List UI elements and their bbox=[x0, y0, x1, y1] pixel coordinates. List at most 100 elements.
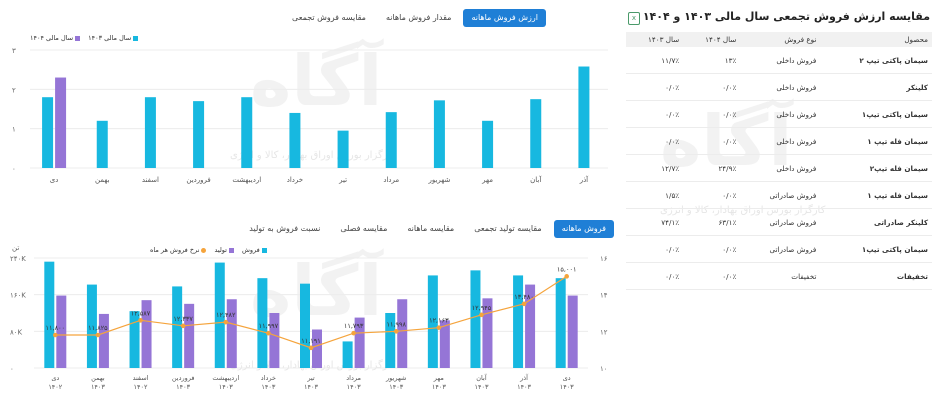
tab-monthly-comparison[interactable]: مقایسه ماهانه bbox=[399, 220, 462, 238]
tab-monthly-sales[interactable]: فروش ماهانه bbox=[554, 220, 614, 238]
table-row: کلینکر صادراتی فروش صادراتی ۶۳/۱٪ ۷۴/۱٪ bbox=[626, 209, 932, 236]
table-row: تخفیفات تخفیفات ۰/۰٪ ۰/۰٪ bbox=[626, 263, 932, 290]
x-tick-label-month: بهمن bbox=[91, 374, 105, 382]
rate-point bbox=[522, 302, 527, 307]
bar-1403 bbox=[338, 131, 349, 168]
table-cell: سیمان فله تیپ۲ bbox=[820, 155, 932, 182]
table-cell: ۰/۰٪ bbox=[683, 236, 740, 263]
x-tick-label: آبان bbox=[530, 175, 542, 184]
table-cell: ۰/۰٪ bbox=[626, 101, 683, 128]
monthly-sales-value-chart: ۰۱۲۳دی بهمن اسفند فروردین اردیبهشت خرداد تیر مر… bbox=[8, 40, 618, 190]
x-tick-label: شهریور bbox=[427, 176, 450, 184]
rate-point bbox=[138, 318, 143, 323]
table-cell: ۰/۰٪ bbox=[626, 263, 683, 290]
tab-monthly-sales-value[interactable]: ارزش فروش ماهانه bbox=[463, 9, 546, 27]
table-row: سیمان فله تیپ ۱ فروش صادراتی ۰/۰٪ ۱/۵٪ bbox=[626, 182, 932, 209]
tab-seasonal-comparison[interactable]: مقایسه فصلی bbox=[332, 220, 395, 238]
x-tick-label-month: تیر bbox=[306, 374, 315, 382]
rate-data-label: ۱۵,۰۰۱ bbox=[557, 265, 577, 273]
bar-1403 bbox=[145, 97, 156, 168]
table-cell: سیمان پاکتی تیپ۱ bbox=[820, 236, 932, 263]
table-cell: فروش داخلی bbox=[740, 128, 820, 155]
bottom-chart-tabs: نسبت فروش به تولید مقایسه فصلی مقایسه ما… bbox=[241, 220, 614, 238]
x-tick-label-year: ۱۴۰۲ bbox=[48, 383, 62, 391]
x-tick-label-year: ۱۴۰۳ bbox=[176, 383, 190, 391]
x-tick-label-month: خرداد bbox=[261, 374, 276, 382]
table-cell: سیمان پاکتی تیپ۱ bbox=[820, 101, 932, 128]
rate-point bbox=[96, 333, 101, 338]
bar-sales bbox=[556, 278, 566, 368]
x-tick-label-month: دی bbox=[51, 374, 59, 382]
rate-data-label: ۱۳,۴۸۰ bbox=[514, 293, 534, 301]
bar-sales bbox=[44, 262, 54, 368]
rate-data-label: ۱۱,۸۰۰ bbox=[46, 324, 66, 332]
tab-cumulative-production-comparison[interactable]: مقایسه تولید تجمعی bbox=[466, 220, 549, 238]
table-cell: ۰/۰٪ bbox=[683, 128, 740, 155]
table-cell: فروش داخلی bbox=[740, 155, 820, 182]
column-header[interactable]: محصول bbox=[820, 32, 932, 47]
x-tick-label: اسفند bbox=[142, 176, 159, 184]
x-tick-label: دی bbox=[50, 176, 59, 184]
x-tick-label-month: دی bbox=[563, 374, 571, 382]
bar-production bbox=[397, 299, 407, 368]
y-right-tick-label: ۱۲ bbox=[600, 328, 608, 336]
x-tick-label-year: ۱۴۰۳ bbox=[347, 383, 361, 391]
report-title: مقایسه ارزش فروش تجمعی سال مالی ۱۴۰۳ و ۱… bbox=[643, 10, 930, 23]
rate-point bbox=[351, 331, 356, 336]
rate-data-label: ۱۲,۹۴۵ bbox=[472, 304, 492, 312]
column-header[interactable]: نوع فروش bbox=[740, 32, 820, 47]
table-header-row: محصول نوع فروش سال ۱۴۰۴ سال ۱۴۰۳ bbox=[626, 32, 932, 47]
table-cell: کلینکر bbox=[820, 74, 932, 101]
column-header[interactable]: سال ۱۴۰۳ bbox=[626, 32, 683, 47]
y-left-tick-label: ۱۶۰K bbox=[10, 292, 26, 300]
table-row: کلینکر فروش داخلی ۰/۰٪ ۰/۰٪ bbox=[626, 74, 932, 101]
x-tick-label-month: مرداد bbox=[346, 374, 361, 382]
rate-data-label: ۱۲,۵۸۷ bbox=[131, 309, 151, 317]
table-cell: ۰/۰٪ bbox=[626, 74, 683, 101]
tab-cumulative-sales-comparison[interactable]: مقایسه فروش تجمعی bbox=[284, 9, 374, 27]
bar-1403 bbox=[97, 121, 108, 168]
x-tick-label: مرداد bbox=[383, 176, 399, 184]
x-tick-label-month: شهریور bbox=[385, 374, 406, 382]
x-tick-label: فروردین bbox=[186, 176, 210, 184]
table-cell: ۱/۵٪ bbox=[626, 182, 683, 209]
table-cell: ۷۴/۱٪ bbox=[626, 209, 683, 236]
table-cell: ۱۱/۷٪ bbox=[626, 47, 683, 74]
x-tick-label: آذر bbox=[579, 175, 589, 184]
bar-sales bbox=[513, 275, 523, 368]
excel-export-icon[interactable]: x bbox=[628, 12, 640, 25]
table-row: سیمان فله تیپ۲ فروش داخلی ۲۴/۹٪ ۱۲/۷٪ bbox=[626, 155, 932, 182]
rate-data-label: ۱۱,۷۹۳ bbox=[344, 322, 364, 330]
bar-1404 bbox=[55, 78, 66, 168]
rate-point bbox=[223, 320, 228, 325]
rate-point bbox=[479, 313, 484, 318]
bar-1403 bbox=[241, 97, 252, 168]
y-right-tick-label: ۱۰ bbox=[600, 365, 608, 373]
bar-production bbox=[99, 314, 109, 368]
x-tick-label-year: ۱۴۰۳ bbox=[389, 383, 403, 391]
bar-production bbox=[227, 299, 237, 368]
y-tick-label: ۱ bbox=[12, 126, 16, 134]
table-cell: کلینکر صادراتی bbox=[820, 209, 932, 236]
table-cell: ۰/۰٪ bbox=[683, 182, 740, 209]
y-right-tick-label: ۱۴ bbox=[600, 292, 608, 300]
table-cell: ۰/۰٪ bbox=[683, 263, 740, 290]
tab-monthly-sales-quantity[interactable]: مقدار فروش ماهانه bbox=[378, 9, 459, 27]
x-tick-label-year: ۱۴۰۳ bbox=[560, 383, 574, 391]
tab-sales-production-ratio[interactable]: نسبت فروش به تولید bbox=[241, 220, 328, 238]
column-header[interactable]: سال ۱۴۰۴ bbox=[683, 32, 740, 47]
bar-sales bbox=[130, 311, 140, 368]
table-cell: ۰/۰٪ bbox=[626, 236, 683, 263]
x-tick-label-year: ۱۴۰۳ bbox=[474, 383, 488, 391]
rate-point bbox=[437, 325, 442, 330]
top-chart-tabs: مقایسه فروش تجمعی مقدار فروش ماهانه ارزش… bbox=[284, 9, 546, 27]
y-left-title: تن bbox=[12, 244, 19, 252]
rate-point bbox=[53, 333, 58, 338]
rate-point bbox=[181, 324, 186, 329]
rate-data-label: ۱۱,۹۹۷ bbox=[259, 322, 279, 330]
x-tick-label-year: ۱۴۰۳ bbox=[517, 383, 531, 391]
bar-sales bbox=[172, 286, 182, 368]
table-cell: سیمان فله تیپ ۱ bbox=[820, 128, 932, 155]
y-right-tick-label: ۱۶ bbox=[600, 255, 608, 263]
x-tick-label-month: فروردین bbox=[172, 374, 195, 382]
